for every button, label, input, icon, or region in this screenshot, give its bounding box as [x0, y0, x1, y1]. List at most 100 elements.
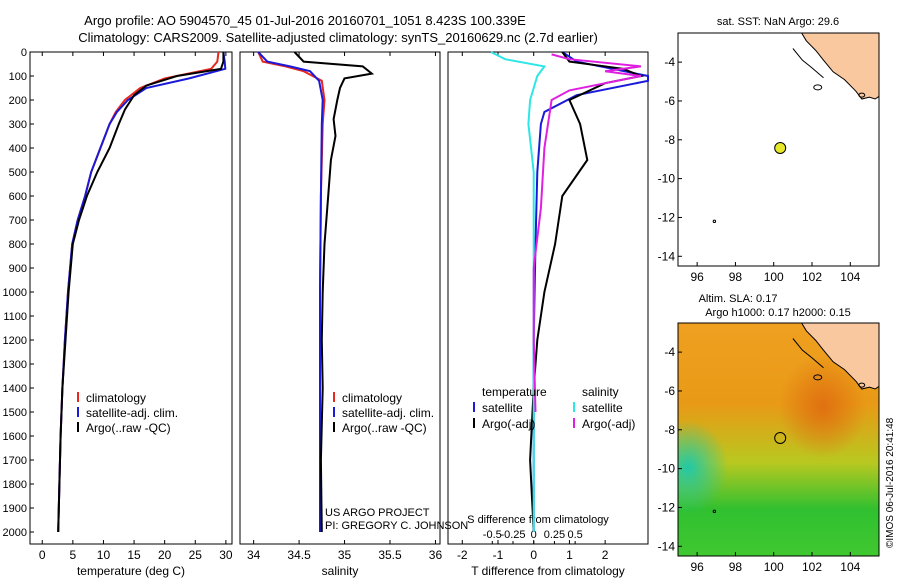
y-tick-label-temperature: 1700: [3, 455, 27, 467]
y-tick-label-temperature: 1100: [3, 311, 27, 323]
sla-island-0: [813, 374, 823, 381]
legend-entry-temperature-1: satellite-adj. clim.: [86, 406, 178, 420]
sla-lat-tick-label: -12: [658, 500, 676, 514]
x-axis-label-temperature: temperature (deg C): [77, 564, 185, 578]
sst-lat-tick-label: -8: [664, 133, 675, 147]
series-line-argo: [57, 52, 225, 533]
sla-land: [801, 323, 879, 390]
legend-title-salinity: salinity: [582, 385, 619, 399]
x-tick-label-temperature: 15: [127, 548, 141, 562]
legend-entry-diff-2: satellite: [582, 401, 623, 415]
y-tick-label-temperature: 100: [9, 71, 27, 83]
series-line-satellite-adj-clim-: [257, 51, 324, 532]
y-tick-label-temperature: 600: [9, 191, 27, 203]
sla-lat-tick-label: -6: [664, 384, 675, 398]
panel-frame-temperature: [29, 51, 233, 545]
y-tick-label-temperature: 400: [9, 143, 27, 155]
legend-entry-diff-0: satellite: [482, 401, 523, 415]
x-tick-label-difference: 2: [602, 548, 609, 562]
sla-map-subtitle: Argo h1000: 0.17 h2000: 0.15: [705, 307, 851, 319]
sla-lon-tick-label: 96: [690, 560, 704, 574]
x-tick-label-temperature: 30: [219, 548, 233, 562]
sla-lat-tick-label: -14: [658, 539, 676, 553]
legend-entry-diff-1: Argo(-adj): [482, 417, 535, 431]
sst-lat-tick-label: -14: [658, 249, 676, 263]
y-tick-label-temperature: 2000: [3, 527, 27, 539]
y-tick-label-temperature: 200: [9, 95, 27, 107]
sla-lat-tick-label: -4: [664, 345, 675, 359]
x-axis-label-salinity: salinity: [322, 564, 359, 578]
sst-lon-tick-label: 102: [802, 270, 822, 284]
y-tick-label-temperature: 1200: [3, 335, 27, 347]
sla-map-content: [678, 323, 879, 556]
sst-lon-tick-label: 104: [840, 270, 860, 284]
legend-entry-salinity-1: satellite-adj. clim.: [342, 406, 434, 420]
y-tick-label-temperature: 800: [9, 239, 27, 251]
s-tick-label-difference: 0.25: [544, 529, 565, 541]
panel-temperature: 0 5 10 15 20 25 30 temperature (deg C) 0 100 200 30…: [3, 47, 233, 578]
sla-argo-marker: [774, 432, 787, 445]
sst-island-0: [813, 84, 823, 91]
x-tick-label-difference: 1: [566, 548, 573, 562]
y-tick-label-temperature: 1300: [3, 359, 27, 371]
sst-argo-marker: [774, 142, 787, 155]
sla-island-2: [712, 509, 717, 514]
y-tick-label-temperature: 1400: [3, 383, 27, 395]
x-axis-label-difference: T difference from climatology: [471, 564, 625, 578]
sst-land: [801, 33, 879, 100]
y-tick-label-temperature: 1800: [3, 479, 27, 491]
y-tick-label-temperature: 1900: [3, 503, 27, 515]
y-tick-label-temperature: 700: [9, 215, 27, 227]
sla-reef-line: [792, 338, 824, 369]
panel-salinity: 34 34.5 35 35.5 36 salinity climatologysatelli…: [239, 51, 443, 578]
sst-map-title: sat. SST: NaN Argo: 29.6: [717, 16, 839, 28]
sla-lon-tick-label: 102: [802, 560, 822, 574]
title-line-1: Argo profile: AO 5904570_45 01-Jul-2016 …: [84, 13, 526, 28]
sst-lat-tick-label: -6: [664, 94, 675, 108]
x-tick-label-salinity: 34: [247, 548, 261, 562]
sla-lon-tick-label: 98: [729, 560, 743, 574]
sst-reef-line: [792, 48, 824, 79]
sst-map-frame: [677, 32, 880, 267]
sst-lat-tick-label: -4: [664, 55, 675, 69]
series-line-argo: [293, 51, 375, 533]
sst-lon-tick-label: 100: [764, 270, 784, 284]
legend-entry-temperature-0: climatology: [86, 391, 146, 405]
x-tick-label-salinity: 35.5: [378, 548, 402, 562]
legend-title-temperature: temperature: [482, 385, 547, 399]
sla-lon-tick-label: 100: [764, 560, 784, 574]
s-axis-label-difference: S difference from climatology: [467, 514, 609, 526]
x-tick-label-temperature: 20: [158, 548, 172, 562]
x-tick-label-temperature: 0: [39, 548, 46, 562]
sst-lat-tick-label: -10: [658, 172, 676, 186]
panel-frame-difference: [447, 51, 649, 545]
sla-island-1: [858, 382, 866, 388]
s-tick-label-difference: -0.25: [500, 529, 525, 541]
legend-entry-salinity-0: climatology: [342, 391, 402, 405]
sla-map: Altim. SLA: 0.17 Argo h1000: 0.17 h2000:…: [658, 293, 880, 574]
credit-pi: PI: GREGORY C. JOHNSON: [325, 520, 468, 532]
sst-island-1: [858, 92, 866, 98]
sla-lat-tick-label: -10: [658, 462, 676, 476]
sst-map: sat. SST: NaN Argo: 29.6 96 98 100 102 104 -4…: [658, 16, 880, 284]
sst-map-content: [678, 33, 879, 266]
x-tick-label-salinity: 36: [429, 548, 443, 562]
panel-frame-salinity: [239, 51, 441, 545]
legend-entry-salinity-2: Argo(..raw -QC): [342, 421, 427, 435]
x-tick-label-temperature: 10: [97, 548, 111, 562]
s-tick-label-difference: -0.5: [483, 529, 502, 541]
sla-map-frame: [677, 322, 880, 557]
x-tick-label-salinity: 35: [338, 548, 352, 562]
x-tick-label-difference: -2: [457, 548, 468, 562]
panel-difference: -2 -1 0 1 2 T difference from climatology -0.5…: [447, 51, 649, 578]
y-tick-label-temperature: 500: [9, 167, 27, 179]
y-tick-label-temperature: 900: [9, 263, 27, 275]
x-tick-label-salinity: 34.5: [287, 548, 311, 562]
imos-stamp: ©IMOS 06-Jul-2016 20:41:48: [885, 417, 896, 548]
sla-map-title: Altim. SLA: 0.17: [699, 293, 778, 305]
x-tick-label-temperature: 5: [70, 548, 77, 562]
legend-entry-temperature-2: Argo(..raw -QC): [86, 421, 171, 435]
